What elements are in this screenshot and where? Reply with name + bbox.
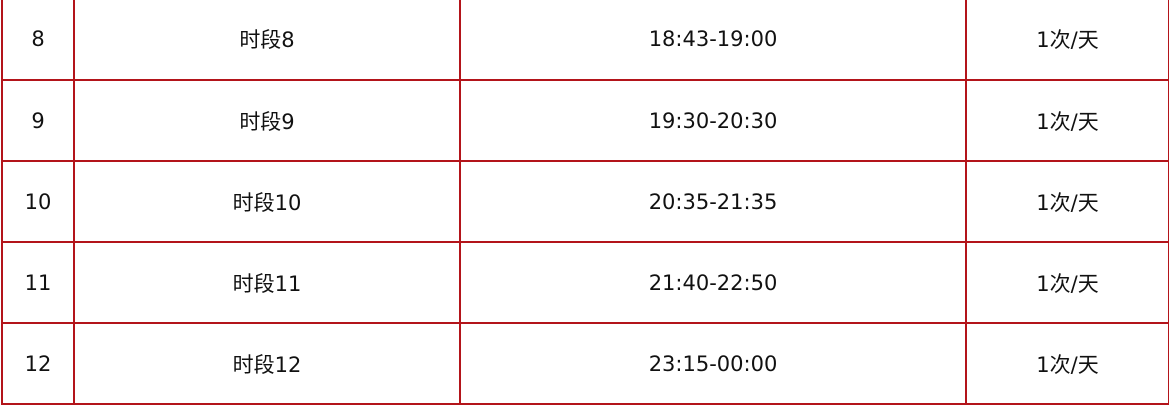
table-row: 9 时段9 19:30-20:30 1次/天: [1, 79, 1169, 162]
row-index-cell: 10: [1, 160, 75, 243]
row-index-cell: 8: [1, 0, 75, 81]
period-name-cell: 时段10: [73, 160, 461, 243]
frequency-cell: 1次/天: [965, 322, 1169, 405]
period-name-cell: 时段12: [73, 322, 461, 405]
time-range-cell: 21:40-22:50: [459, 241, 967, 324]
row-index-cell: 12: [1, 322, 75, 405]
table-row: 12 时段12 23:15-00:00 1次/天: [1, 322, 1169, 405]
row-index-cell: 9: [1, 79, 75, 162]
row-index-cell: 11: [1, 241, 75, 324]
table-row: 11 时段11 21:40-22:50 1次/天: [1, 241, 1169, 324]
frequency-cell: 1次/天: [965, 0, 1169, 81]
frequency-cell: 1次/天: [965, 160, 1169, 243]
time-range-cell: 20:35-21:35: [459, 160, 967, 243]
period-name-cell: 时段11: [73, 241, 461, 324]
frequency-cell: 1次/天: [965, 79, 1169, 162]
schedule-table: 8 时段8 18:43-19:00 1次/天 9 时段9 19:30-20:30 1次/天 10…: [1, 0, 1169, 405]
time-range-cell: 18:43-19:00: [459, 0, 967, 81]
table-row: 10 时段10 20:35-21:35 1次/天: [1, 160, 1169, 243]
time-range-cell: 19:30-20:30: [459, 79, 967, 162]
frequency-cell: 1次/天: [965, 241, 1169, 324]
period-name-cell: 时段8: [73, 0, 461, 81]
schedule-table-body: 8 时段8 18:43-19:00 1次/天 9 时段9 19:30-20:30 1次/天 10…: [1, 0, 1169, 405]
time-range-cell: 23:15-00:00: [459, 322, 967, 405]
period-name-cell: 时段9: [73, 79, 461, 162]
table-row: 8 时段8 18:43-19:00 1次/天: [1, 0, 1169, 81]
